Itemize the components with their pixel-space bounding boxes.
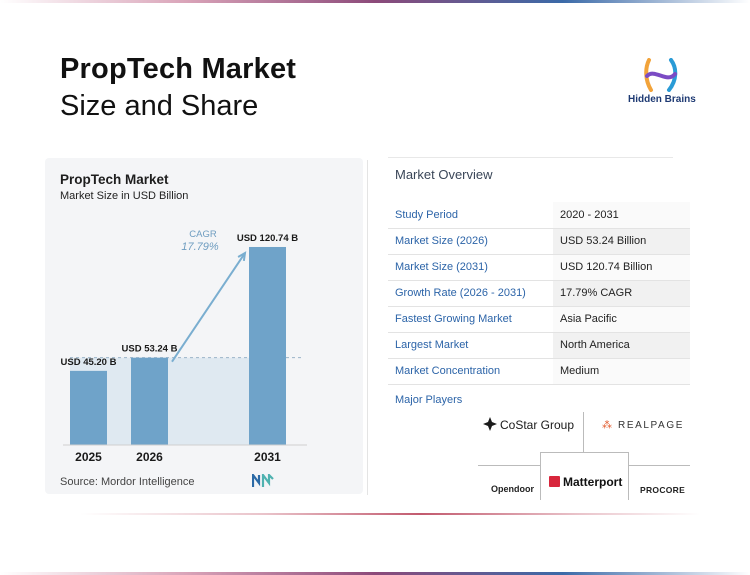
costar-logo[interactable]: CoStar Group [483,417,574,432]
overview-title: Market Overview [395,167,493,182]
matterport-icon [549,476,560,487]
overview-value: USD 53.24 Billion [553,228,690,255]
page-title: PropTech Market [60,53,297,85]
players-divider [628,452,629,500]
overview-value: USD 120.74 Billion [553,254,690,281]
opendoor-logo[interactable]: Opendoor [491,484,534,494]
overview-key: Market Concentration [388,358,553,385]
chart-source: Source: Mordor Intelligence [60,476,195,488]
realpage-text: REALPAGE [618,420,684,431]
matterport-text: Matterport [563,475,623,489]
tick-label-2025: 2025 [75,450,102,464]
overview-key: Market Size (2031) [388,254,553,281]
bar-2025 [70,370,107,445]
top-gradient-rule [0,0,750,3]
mordor-intelligence-icon [252,474,274,487]
overview-key: Growth Rate (2026 - 2031) [388,280,553,307]
overview-key: Largest Market [388,332,553,359]
matterport-logo[interactable]: Matterport [549,475,622,489]
hidden-brains-icon [644,58,678,92]
players-divider [628,465,690,466]
data-label-2025: USD 45.20 B [61,357,117,368]
cagr-value: 17.79% [181,241,219,253]
tick-label-2031: 2031 [254,450,281,464]
overview-value: Asia Pacific [553,306,690,333]
players-divider [540,452,628,453]
hidden-brains-logo[interactable]: Hidden Brains [628,58,696,110]
table-row: Study Period 2020 - 2031 [388,202,690,229]
costar-text: CoStar Group [500,418,575,432]
realpage-logo[interactable]: ⁂ REALPAGE [602,420,684,431]
overview-value: Medium [553,358,690,385]
overview-key: Market Size (2026) [388,228,553,255]
overview-value: North America [553,332,690,359]
data-label-2031: USD 120.74 B [237,233,298,244]
cagr-label: CAGR [189,229,217,240]
costar-star-icon [483,417,497,431]
chart-title: PropTech Market [60,172,169,187]
cagr-arrow-head [237,251,247,262]
overview-table: Study Period 2020 - 2031 Market Size (20… [388,202,690,385]
table-row: Market Concentration Medium [388,358,690,385]
procore-logo[interactable]: PROCORE [640,485,686,495]
page-subtitle: Size and Share [60,90,259,122]
table-row: Growth Rate (2026 - 2031) 17.79% CAGR [388,280,690,307]
table-row: Fastest Growing Market Asia Pacific [388,306,690,333]
players-divider [583,412,584,452]
panel-divider [367,160,368,495]
bar-chart: USD 45.20 B 2025 USD 53.24 B 2026 USD 120.74… [61,229,307,464]
overview-key: Fastest Growing Market [388,306,553,333]
cagr-arrow-line [171,252,246,363]
table-row: Market Size (2031) USD 120.74 Billion [388,254,690,281]
players-divider [478,465,540,466]
table-row: Largest Market North America [388,332,690,359]
realpage-mark-icon: ⁂ [602,420,614,431]
tick-label-2026: 2026 [136,450,163,464]
bar-2026 [131,357,168,445]
table-row: Market Size (2026) USD 53.24 Billion [388,228,690,255]
overview-value: 2020 - 2031 [553,202,690,229]
chart-subtitle: Market Size in USD Billion [60,190,189,202]
overview-top-line [388,157,673,158]
card-bottom-rule [80,513,700,515]
logo-text: Hidden Brains [628,94,696,105]
data-label-2026: USD 53.24 B [122,344,178,355]
overview-key: Study Period [388,202,553,229]
bar-2031 [249,246,286,445]
overview-value: 17.79% CAGR [553,280,690,307]
major-players-title: Major Players [395,394,463,406]
bottom-gradient-rule [0,572,750,575]
players-divider [540,452,541,500]
